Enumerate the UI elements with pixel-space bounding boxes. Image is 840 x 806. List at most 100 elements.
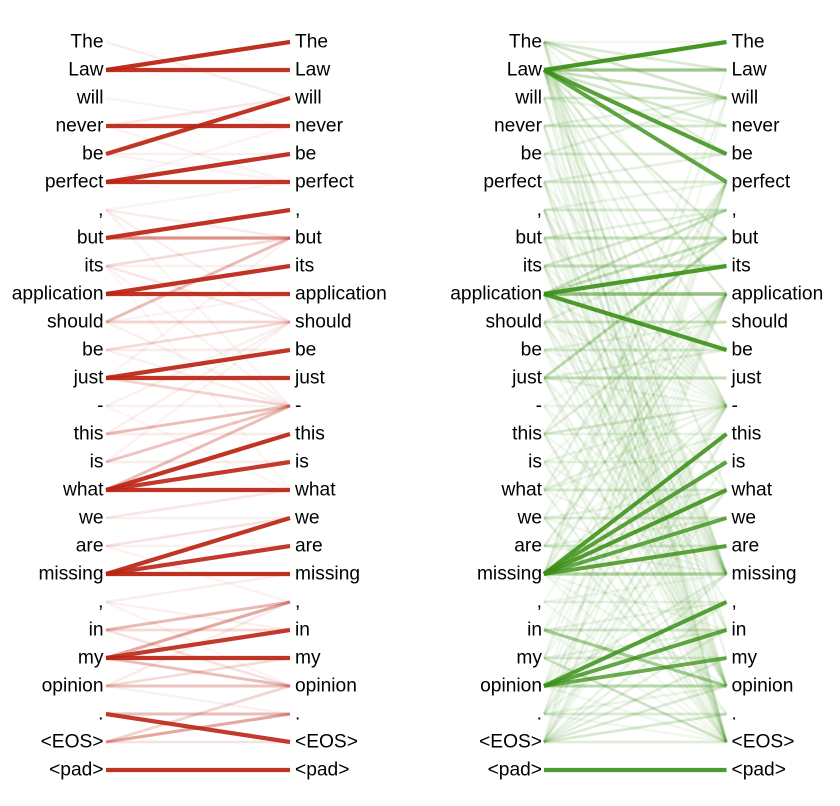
svg-text:,: , xyxy=(732,592,737,613)
svg-text:<pad>: <pad> xyxy=(49,760,103,781)
svg-text:<pad>: <pad> xyxy=(295,760,349,781)
svg-text:should: should xyxy=(47,312,104,333)
svg-text:The: The xyxy=(509,32,542,53)
svg-text:-: - xyxy=(536,396,542,417)
svg-text:we: we xyxy=(78,508,104,529)
svg-text:just: just xyxy=(294,368,326,389)
svg-text:just: just xyxy=(511,368,543,389)
svg-text:but: but xyxy=(732,228,759,249)
svg-text:will: will xyxy=(731,88,759,109)
svg-text:missing: missing xyxy=(38,564,103,585)
svg-text:in: in xyxy=(527,620,542,641)
svg-text:is: is xyxy=(90,452,104,473)
svg-text:will: will xyxy=(76,88,104,109)
svg-text:be: be xyxy=(295,144,316,165)
svg-text:Law: Law xyxy=(507,60,542,81)
svg-text:<pad>: <pad> xyxy=(488,760,542,781)
svg-text:this: this xyxy=(74,424,104,445)
svg-text:perfect: perfect xyxy=(732,172,791,193)
svg-text:is: is xyxy=(528,452,542,473)
svg-text:are: are xyxy=(76,536,104,557)
svg-text:what: what xyxy=(500,480,542,501)
svg-text:in: in xyxy=(295,620,310,641)
svg-text:we: we xyxy=(516,508,542,529)
svg-text:,: , xyxy=(732,200,737,221)
svg-text:its: its xyxy=(732,256,751,277)
svg-text:my: my xyxy=(78,648,104,669)
svg-text:never: never xyxy=(56,116,105,137)
svg-text:its: its xyxy=(295,256,314,277)
svg-text:my: my xyxy=(732,648,758,669)
svg-text:be: be xyxy=(521,144,542,165)
svg-text:.: . xyxy=(295,704,300,725)
svg-text:application: application xyxy=(295,284,387,305)
svg-text:,: , xyxy=(98,200,103,221)
svg-text:-: - xyxy=(732,396,738,417)
svg-text:just: just xyxy=(731,368,763,389)
svg-text:be: be xyxy=(521,340,542,361)
svg-text:perfect: perfect xyxy=(483,172,542,193)
svg-text:application: application xyxy=(732,284,824,305)
svg-text:is: is xyxy=(732,452,746,473)
svg-text:we: we xyxy=(731,508,757,529)
svg-text:<EOS>: <EOS> xyxy=(732,732,795,753)
svg-text:this: this xyxy=(512,424,542,445)
svg-text:missing: missing xyxy=(295,564,360,585)
svg-text:Law: Law xyxy=(732,60,767,81)
svg-text:my: my xyxy=(295,648,321,669)
svg-text:but: but xyxy=(515,228,542,249)
svg-text:opinion: opinion xyxy=(295,676,357,697)
svg-text:this: this xyxy=(732,424,762,445)
svg-text:-: - xyxy=(295,396,301,417)
svg-text:,: , xyxy=(537,592,542,613)
svg-text:,: , xyxy=(295,592,300,613)
svg-text:should: should xyxy=(732,312,789,333)
svg-text:opinion: opinion xyxy=(732,676,794,697)
svg-text:in: in xyxy=(89,620,104,641)
svg-text:its: its xyxy=(84,256,103,277)
svg-text:never: never xyxy=(732,116,781,137)
svg-text:perfect: perfect xyxy=(45,172,104,193)
svg-text:this: this xyxy=(295,424,325,445)
svg-text:missing: missing xyxy=(732,564,797,585)
svg-text:.: . xyxy=(537,704,542,725)
svg-text:be: be xyxy=(295,340,316,361)
svg-text:The: The xyxy=(732,32,765,53)
svg-text:just: just xyxy=(73,368,105,389)
svg-text:but: but xyxy=(77,228,104,249)
svg-text:should: should xyxy=(485,312,542,333)
svg-text:be: be xyxy=(82,340,103,361)
svg-text:Law: Law xyxy=(68,60,103,81)
svg-text:will: will xyxy=(294,88,322,109)
svg-text:never: never xyxy=(295,116,344,137)
svg-text:what: what xyxy=(731,480,773,501)
svg-text:application: application xyxy=(12,284,104,305)
svg-text:<EOS>: <EOS> xyxy=(41,732,104,753)
svg-text:perfect: perfect xyxy=(295,172,354,193)
svg-text:be: be xyxy=(732,340,753,361)
svg-text:be: be xyxy=(82,144,103,165)
svg-text:we: we xyxy=(294,508,320,529)
svg-text:be: be xyxy=(732,144,753,165)
svg-text:,: , xyxy=(295,200,300,221)
svg-text:Law: Law xyxy=(295,60,330,81)
svg-text:opinion: opinion xyxy=(480,676,542,697)
svg-text:application: application xyxy=(450,284,542,305)
svg-text:never: never xyxy=(494,116,543,137)
svg-text:,: , xyxy=(98,592,103,613)
svg-text:.: . xyxy=(732,704,737,725)
svg-text:what: what xyxy=(294,480,336,501)
svg-text:what: what xyxy=(62,480,104,501)
svg-text:is: is xyxy=(295,452,309,473)
svg-text:<EOS>: <EOS> xyxy=(479,732,542,753)
svg-text:are: are xyxy=(295,536,323,557)
svg-text:are: are xyxy=(732,536,760,557)
svg-text:my: my xyxy=(516,648,542,669)
svg-text:<pad>: <pad> xyxy=(732,760,786,781)
svg-text:,: , xyxy=(537,200,542,221)
svg-text:but: but xyxy=(295,228,322,249)
svg-text:-: - xyxy=(97,396,103,417)
svg-text:The: The xyxy=(70,32,103,53)
svg-text:missing: missing xyxy=(477,564,542,585)
svg-text:will: will xyxy=(514,88,542,109)
